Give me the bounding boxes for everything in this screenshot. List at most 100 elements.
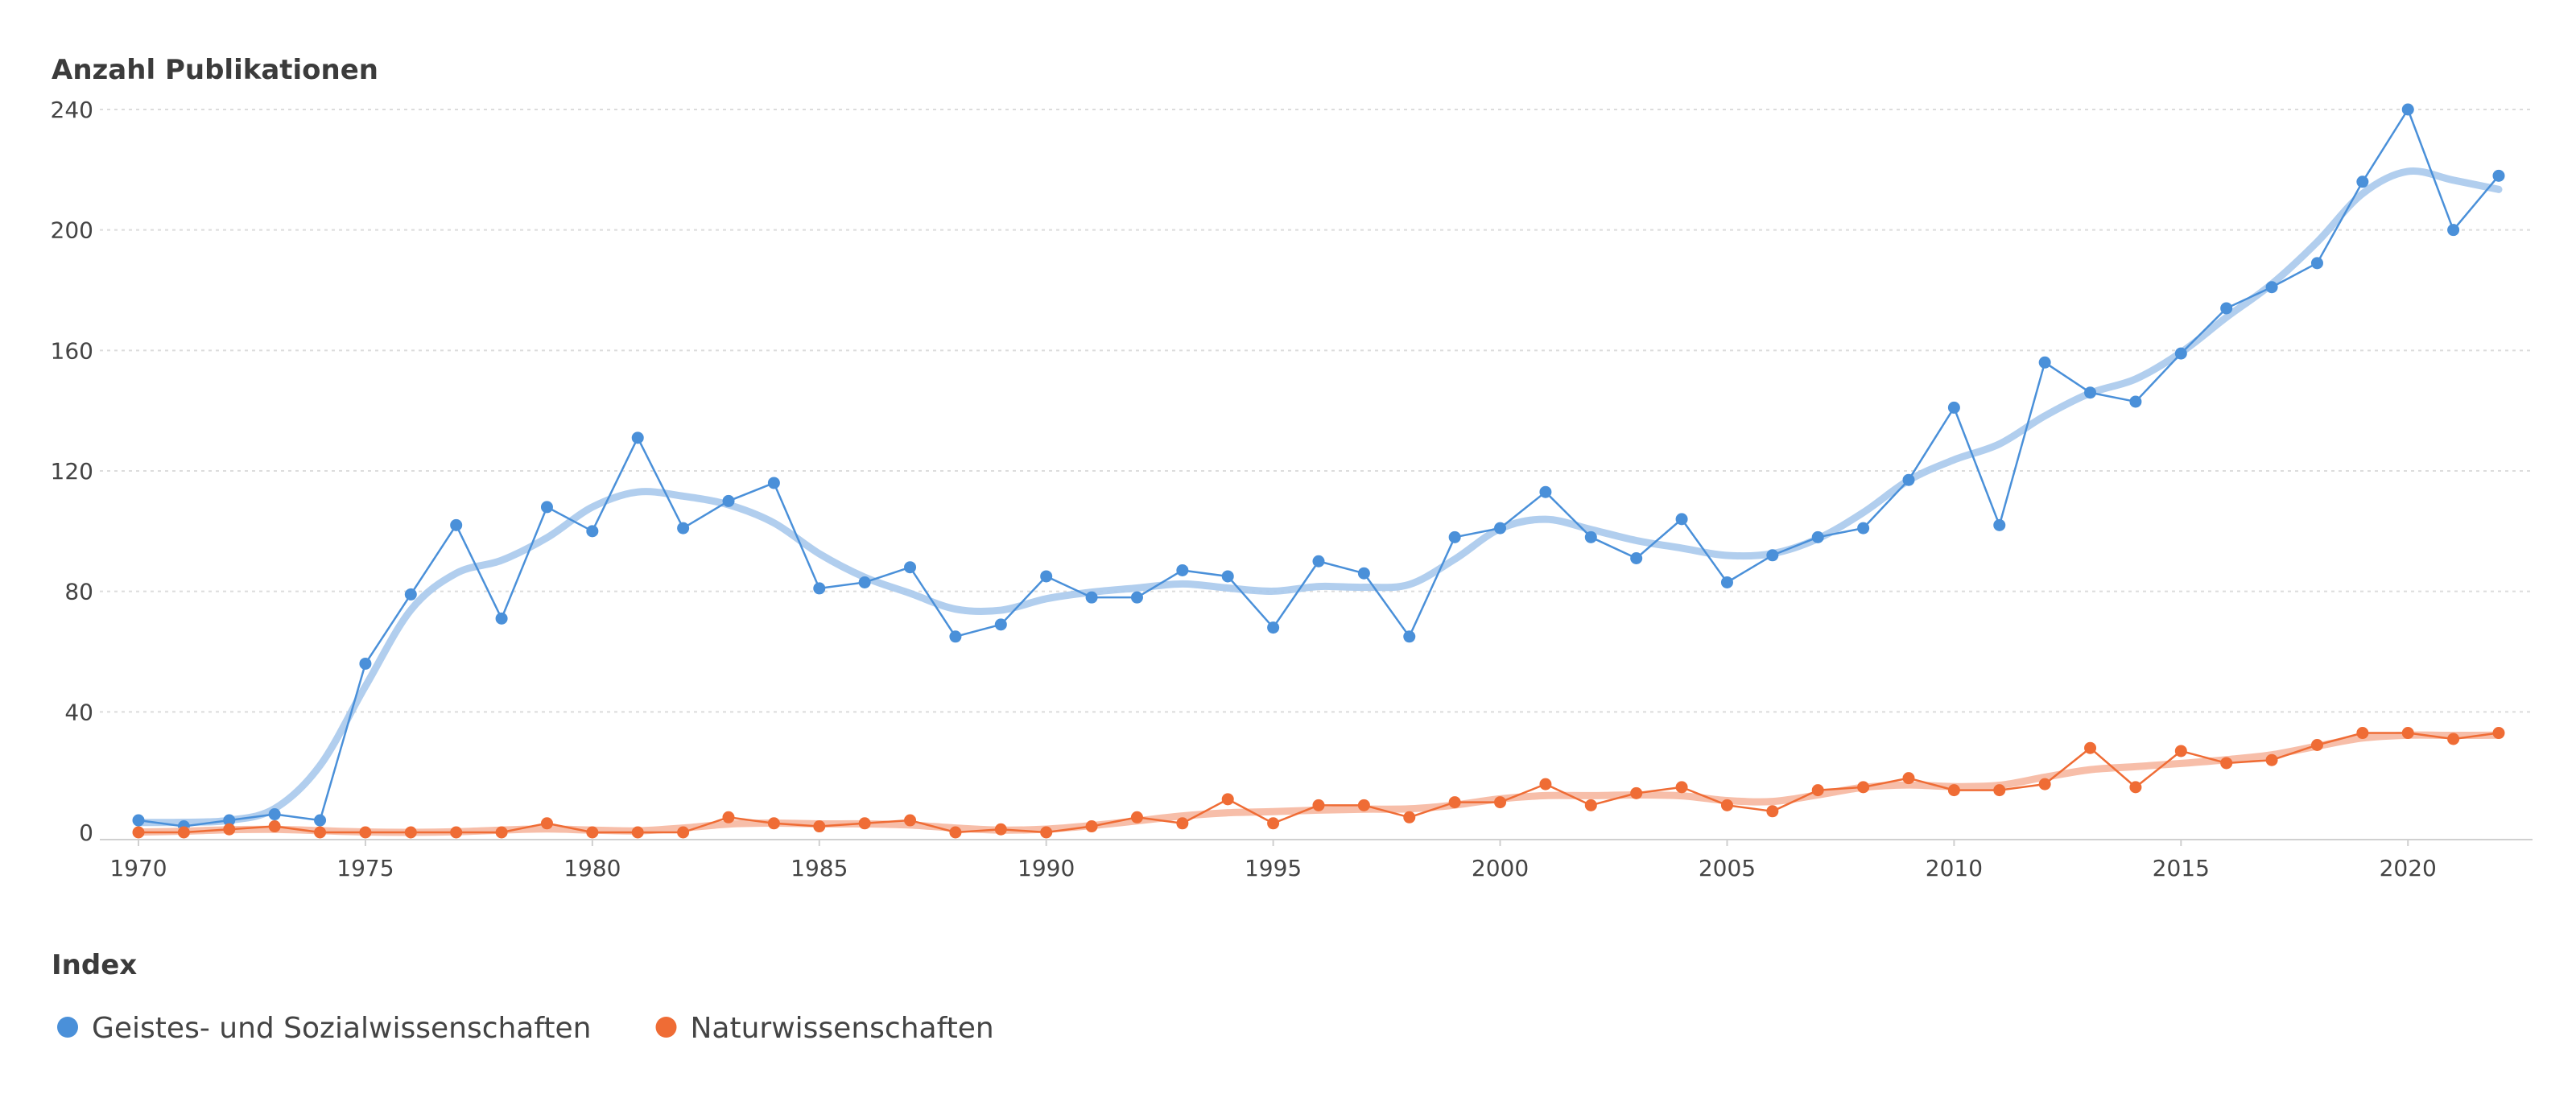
data-point [2174, 347, 2187, 360]
data-point [1176, 563, 1189, 576]
data-point [540, 501, 553, 514]
data-point [586, 826, 599, 839]
x-tick-label: 1970 [109, 855, 167, 881]
trend-line [134, 731, 2503, 836]
x-tick-label: 2000 [1472, 855, 1529, 881]
data-point [722, 494, 735, 507]
data-point [2084, 386, 2097, 399]
data-point [1085, 820, 1098, 833]
x-tick-label: 1995 [1245, 855, 1302, 881]
data-point [2265, 753, 2278, 766]
data-point [949, 826, 962, 839]
data-point [2401, 103, 2414, 116]
x-tick-label: 2020 [2380, 855, 2437, 881]
legend[interactable]: Geistes- und Sozialwissenschaften Naturwi… [57, 1012, 994, 1045]
data-point [1902, 473, 1915, 486]
data-point [2174, 745, 2187, 757]
data-point [813, 820, 826, 833]
data-point [1448, 796, 1461, 809]
data-point [1902, 772, 1915, 785]
data-point [2129, 395, 2142, 408]
data-point [1085, 591, 1098, 604]
series-1 [132, 103, 2505, 833]
data-point [1312, 799, 1325, 811]
y-tick-label: 80 [64, 579, 93, 605]
data-point [177, 826, 190, 839]
data-point [223, 814, 236, 827]
data-point [1130, 591, 1143, 604]
legend-item-2[interactable]: Naturwissenschaften [655, 1012, 994, 1045]
data-point [1357, 799, 1370, 811]
legend-title: Index [52, 949, 137, 981]
data-point [1993, 784, 2006, 797]
x-tick-label: 2015 [2153, 855, 2210, 881]
data-point [1494, 522, 1507, 535]
data-point [1993, 518, 2006, 531]
data-point [1857, 522, 1870, 535]
data-point [450, 518, 463, 531]
data-point [2310, 738, 2323, 751]
data-point [767, 817, 780, 830]
data-point [2220, 302, 2233, 315]
data-point [904, 561, 917, 574]
y-tick-label: 0 [79, 819, 93, 846]
data-point [1312, 555, 1325, 568]
data-point [813, 582, 826, 595]
data-point [495, 826, 508, 839]
grid [100, 109, 2533, 713]
data-point [2492, 169, 2505, 182]
series-line [138, 732, 2500, 834]
x-tick-label: 1980 [564, 855, 621, 881]
data-point [994, 618, 1007, 631]
data-point [677, 522, 690, 535]
data-point [904, 814, 917, 827]
legend-label: Naturwissenschaften [691, 1012, 994, 1045]
data-point [586, 525, 599, 538]
data-point [359, 826, 372, 839]
data-point [1040, 570, 1053, 583]
data-point [1857, 781, 1870, 794]
data-point [314, 826, 327, 839]
data-point [1811, 784, 1824, 797]
data-point [1947, 401, 1960, 414]
data-point [2038, 778, 2051, 790]
data-point [540, 817, 553, 830]
series-line [138, 108, 2500, 828]
data-point [223, 823, 236, 836]
data-point [1584, 799, 1597, 811]
data-point [994, 823, 1007, 836]
data-point [1675, 781, 1688, 794]
data-point [1720, 576, 1733, 588]
data-point [2356, 727, 2369, 740]
chart-title: Anzahl Publikationen [52, 54, 378, 86]
data-point [1267, 817, 1280, 830]
series-2 [132, 727, 2505, 839]
trend-line [134, 167, 2503, 827]
data-point [2447, 733, 2460, 745]
legend-item-1[interactable]: Geistes- und Sozialwissenschaften [57, 1012, 592, 1045]
x-tick-label: 1975 [336, 855, 394, 881]
x-axis: 1970 1975 1980 1985 1990 1995 2000 2005 2010 2015… [109, 840, 2437, 881]
data-point [495, 612, 508, 625]
data-point [2401, 727, 2414, 740]
data-point [2265, 281, 2278, 294]
y-tick-label: 40 [64, 699, 93, 725]
data-point [1720, 799, 1733, 811]
data-point [1221, 793, 1234, 806]
y-tick-label: 240 [51, 97, 93, 123]
data-point [2220, 757, 2233, 770]
legend-label: Geistes- und Sozialwissenschaften [92, 1012, 592, 1045]
x-tick-label: 2005 [1699, 855, 1756, 881]
data-point [450, 826, 463, 839]
data-point [677, 826, 690, 839]
data-point [1494, 796, 1507, 809]
data-point [767, 477, 780, 489]
data-point [132, 814, 145, 827]
data-point [268, 808, 281, 821]
data-point [1539, 778, 1552, 790]
data-point [404, 826, 417, 839]
data-point [1675, 513, 1688, 526]
data-point [1403, 811, 1416, 824]
